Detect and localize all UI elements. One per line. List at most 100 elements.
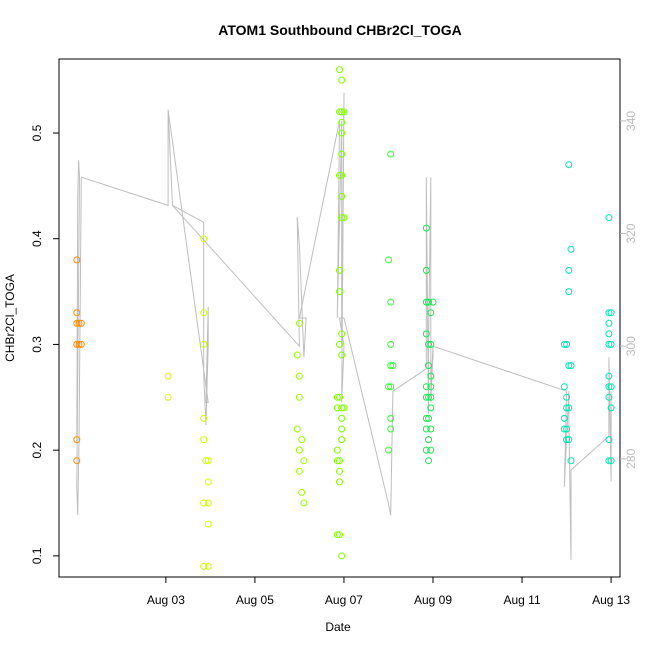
data-point	[338, 351, 346, 359]
data-point	[204, 520, 212, 528]
trace-line	[76, 92, 612, 561]
data-point	[560, 414, 568, 422]
right-y-tick-label: 320	[624, 223, 638, 243]
data-point	[565, 362, 573, 370]
data-point	[429, 298, 437, 306]
data-point	[425, 298, 432, 306]
x-axis: Aug 03 Aug 05 Aug 07 Aug 09 Aug 11 Aug 13	[147, 577, 630, 607]
data-point	[425, 414, 432, 422]
data-point	[427, 372, 435, 380]
data-point	[293, 351, 301, 359]
data-point	[605, 383, 613, 391]
y-tick-label: 0.2	[30, 441, 44, 458]
data-point	[73, 256, 81, 264]
data-point	[427, 446, 435, 454]
data-point	[336, 393, 343, 401]
data-point	[293, 425, 301, 433]
data-point	[295, 393, 303, 401]
data-point	[164, 393, 172, 401]
data-point	[73, 436, 81, 444]
right-y-tick-label: 300	[624, 336, 638, 356]
data-point	[387, 425, 395, 433]
data-point	[387, 362, 395, 370]
data-point	[340, 214, 348, 222]
data-point	[567, 457, 575, 465]
data-point	[565, 161, 573, 169]
data-point	[387, 298, 395, 306]
data-point	[565, 266, 573, 274]
data-point	[605, 340, 613, 348]
data-point	[338, 150, 346, 158]
data-point	[427, 383, 435, 391]
data-point	[204, 478, 212, 486]
data-point	[560, 340, 568, 348]
data-point	[385, 256, 392, 264]
data-point	[338, 129, 346, 137]
data-point	[607, 457, 615, 465]
data-point	[333, 393, 341, 401]
data-point	[73, 340, 81, 348]
data-point	[75, 340, 83, 348]
data-point	[338, 214, 346, 222]
data-point	[605, 309, 613, 317]
data-point	[560, 383, 568, 391]
data-point	[200, 309, 208, 317]
data-point	[200, 235, 208, 243]
data-point	[422, 330, 430, 338]
data-point	[300, 499, 308, 507]
data-point	[77, 340, 85, 348]
data-point	[425, 362, 432, 370]
plot-frame	[58, 58, 621, 578]
data-point	[427, 340, 435, 348]
data-point	[605, 393, 613, 401]
data-point	[298, 436, 306, 444]
data-point	[200, 340, 208, 348]
x-tick-label: Aug 07	[325, 593, 363, 607]
data-point	[75, 319, 83, 327]
data-point	[200, 414, 208, 422]
data-point	[336, 340, 343, 348]
data-point	[333, 404, 341, 412]
chart-title: ATOM1 Southbound CHBr2Cl_TOGA	[218, 22, 461, 38]
data-point	[565, 404, 573, 412]
data-point	[425, 436, 432, 444]
data-point	[425, 340, 432, 348]
data-point	[338, 436, 346, 444]
data-point	[607, 309, 615, 317]
data-point	[338, 552, 346, 560]
y-tick-label: 0.4	[30, 230, 44, 247]
data-point	[387, 340, 395, 348]
data-point	[73, 309, 81, 317]
data-points	[73, 66, 615, 570]
data-point	[422, 446, 430, 454]
data-point	[73, 319, 81, 327]
data-point	[607, 340, 615, 348]
x-axis-label: Date	[325, 620, 351, 634]
data-point	[338, 108, 346, 116]
data-point	[338, 76, 346, 84]
data-point	[422, 224, 430, 232]
data-point	[295, 319, 303, 327]
data-point	[387, 383, 395, 391]
data-point	[563, 340, 571, 348]
y-axis: 0.1 0.2 0.3 0.4 0.5	[30, 124, 59, 564]
data-point	[385, 446, 392, 454]
data-point	[340, 108, 348, 116]
data-point	[427, 404, 435, 412]
data-point	[605, 436, 613, 444]
data-point	[607, 404, 615, 412]
data-point	[336, 457, 343, 465]
x-tick-label: Aug 03	[147, 593, 185, 607]
data-point	[338, 425, 346, 433]
data-point	[338, 404, 346, 412]
data-point	[336, 66, 343, 74]
data-point	[336, 531, 343, 539]
data-point	[300, 457, 308, 465]
data-point	[605, 214, 613, 222]
data-point	[565, 436, 573, 444]
data-point	[422, 298, 430, 306]
data-point	[340, 404, 348, 412]
data-point	[422, 393, 430, 401]
x-tick-label: Aug 05	[236, 593, 274, 607]
